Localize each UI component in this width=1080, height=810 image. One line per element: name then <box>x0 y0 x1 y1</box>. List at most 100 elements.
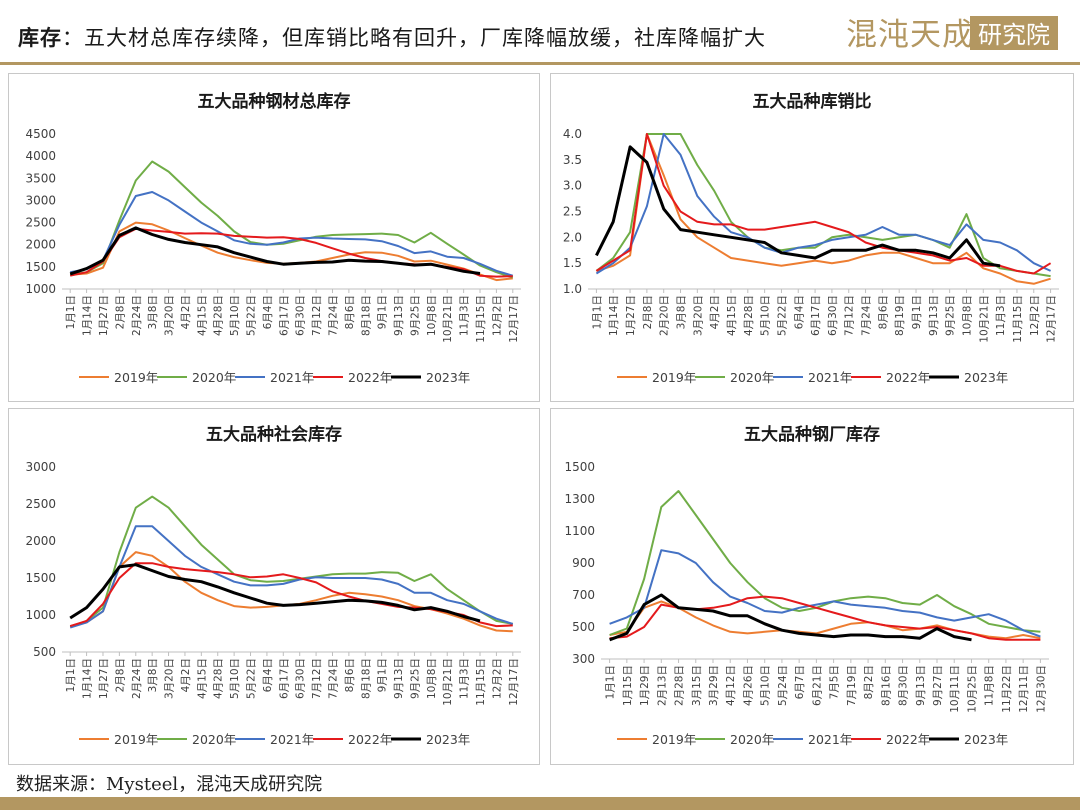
x-tick-label: 8月6日 <box>877 295 889 329</box>
legend-label: 2020年 <box>730 370 774 385</box>
chart-inventory-sales-ratio: 五大品种库销比 1.0 1.5 2.0 2.5 3.0 3.5 4.0 1月1日 1月14日 1月2… <box>563 91 1059 385</box>
x-tick-label: 12月2日 <box>491 658 503 699</box>
legend-label: 2021年 <box>808 370 852 385</box>
x-tick-label: 1月27日 <box>98 658 110 699</box>
x-tick-label: 6月4日 <box>262 658 274 692</box>
y-tick-label: 3.5 <box>563 153 582 167</box>
x-tick-label: 7月24日 <box>327 658 339 699</box>
x-tick-label: 1月1日 <box>65 295 77 329</box>
x-tick-label: 4月28日 <box>213 295 225 336</box>
brand-logo: 混沌天成 研究院 <box>846 16 1058 53</box>
x-tick-label: 5月22日 <box>246 658 258 699</box>
legend-label: 2019年 <box>114 370 158 385</box>
x-tick-label: 6月30日 <box>827 295 839 336</box>
y-tick-label: 2500 <box>25 497 56 511</box>
x-tick-label: 3月8日 <box>676 295 688 329</box>
legend-label: 2021年 <box>808 732 852 747</box>
y-tick-label: 1000 <box>25 282 56 296</box>
x-tick-label: 10月8日 <box>426 295 438 336</box>
series-line <box>70 160 514 279</box>
y-tick-label: 3000 <box>25 193 56 207</box>
x-tick-label: 8月6日 <box>344 658 356 692</box>
chart-panel-mill-inventory: 五大品种钢厂库存 300 500 700 900 1100 1300 1500 1月1日 1月15… <box>550 408 1074 765</box>
x-tick-label: 9月1日 <box>911 295 923 329</box>
x-tick-label: 9月13日 <box>393 658 405 699</box>
x-tick-label: 9月25日 <box>945 295 957 336</box>
y-tick-label: 3.0 <box>563 179 582 193</box>
x-tick-label: 5月10日 <box>229 658 241 699</box>
x-tick-label: 4月2日 <box>180 295 192 329</box>
legend-label: 2020年 <box>192 732 236 747</box>
x-tick-label: 10月11日 <box>949 665 961 713</box>
x-tick-label: 4月15日 <box>726 295 738 336</box>
series-line <box>69 525 514 629</box>
x-tick-label: 8月19日 <box>894 295 906 336</box>
x-tick-label: 5月10日 <box>760 665 772 706</box>
y-tick-label: 1500 <box>25 260 56 274</box>
x-tick-label: 1月1日 <box>591 295 603 329</box>
x-tick-label: 1月27日 <box>625 295 637 336</box>
series-line <box>69 563 481 623</box>
x-tick-label: 3月29日 <box>708 665 720 706</box>
x-tick-label: 8月18日 <box>360 658 372 699</box>
x-tick-label: 5月22日 <box>246 295 258 336</box>
x-tick-label: 4月28日 <box>213 658 225 699</box>
legend-label: 2023年 <box>426 370 470 385</box>
legend-label: 2020年 <box>192 370 236 385</box>
x-tick-label: 6月30日 <box>295 295 307 336</box>
x-tick-label: 6月7日 <box>794 665 806 699</box>
series-line <box>595 133 1052 275</box>
x-tick-label: 7月5日 <box>829 665 841 699</box>
x-tick-label: 10月21日 <box>978 295 990 343</box>
legend-label: 2023年 <box>964 732 1008 747</box>
x-tick-label: 12月2日 <box>491 295 503 336</box>
x-tick-label: 8月30日 <box>898 665 910 706</box>
x-tick-label: 9月1日 <box>377 295 389 329</box>
x-tick-label: 6月4日 <box>793 295 805 329</box>
x-tick-label: 9月25日 <box>409 295 421 336</box>
header-lead: 库存 <box>18 25 62 50</box>
x-tick-label: 11月15日 <box>1012 295 1024 343</box>
legend-label: 2022年 <box>348 732 392 747</box>
y-tick-label: 700 <box>572 588 595 602</box>
x-tick-label: 10月8日 <box>961 295 973 336</box>
x-tick-label: 8月16日 <box>880 665 892 706</box>
chart-mill-inventory: 五大品种钢厂库存 300 500 700 900 1100 1300 1500 1月1日 1月15… <box>564 424 1049 747</box>
legend-label: 2023年 <box>964 370 1008 385</box>
x-tick-label: 11月8日 <box>984 665 996 706</box>
x-tick-label: 3月20日 <box>692 295 704 336</box>
x-tick-label: 10月8日 <box>426 658 438 699</box>
x-tick-label: 5月22日 <box>776 295 788 336</box>
chart-panel-total-inventory: 五大品种钢材总库存 1000 1500 2000 2500 3000 3500 4000 450… <box>8 73 540 402</box>
y-tick-label: 1100 <box>564 524 595 538</box>
legend-label: 2022年 <box>886 732 930 747</box>
x-tick-label: 1月14日 <box>608 295 620 336</box>
legend-label: 2023年 <box>426 732 470 747</box>
x-tick-label: 12月17日 <box>508 295 520 343</box>
x-tick-label: 3月20日 <box>164 295 176 336</box>
legend-label: 2019年 <box>652 370 696 385</box>
legend-label: 2022年 <box>348 370 392 385</box>
x-tick-label: 12月2日 <box>1029 295 1041 336</box>
chart-total-inventory: 五大品种钢材总库存 1000 1500 2000 2500 3000 3500 4000 450… <box>25 91 521 385</box>
x-tick-label: 11月3日 <box>459 658 471 699</box>
x-tick-label: 3月15日 <box>691 665 703 706</box>
x-tick-label: 7月19日 <box>846 665 858 706</box>
x-tick-label: 10月25日 <box>966 665 978 713</box>
x-tick-label: 4月2日 <box>180 658 192 692</box>
x-tick-label: 8月2日 <box>863 665 875 699</box>
series-line <box>69 227 513 278</box>
legend-label: 2021年 <box>270 370 314 385</box>
x-tick-label: 4月26日 <box>742 665 754 706</box>
y-tick-label: 2.5 <box>563 205 582 219</box>
x-tick-label: 7月24日 <box>861 295 873 336</box>
header-text: ：五大材总库存续降，但库销比略有回升，厂库降幅放缓，社库降幅扩大 <box>62 26 766 50</box>
logo-seal: 研究院 <box>978 21 1050 49</box>
y-tick-label: 4500 <box>25 127 56 141</box>
y-tick-label: 1300 <box>564 492 595 506</box>
x-tick-label: 7月24日 <box>327 295 339 336</box>
x-tick-label: 6月17日 <box>810 295 822 336</box>
x-tick-label: 6月17日 <box>278 295 290 336</box>
x-tick-label: 12月30日 <box>1035 665 1047 713</box>
y-tick-label: 900 <box>572 556 595 570</box>
